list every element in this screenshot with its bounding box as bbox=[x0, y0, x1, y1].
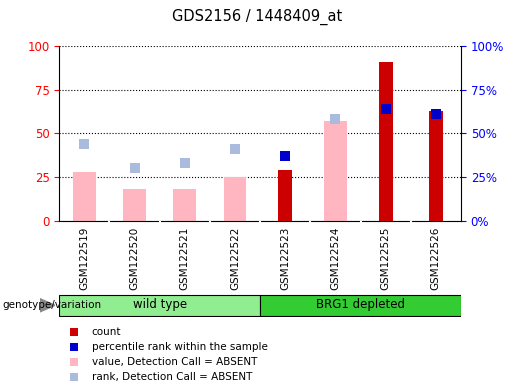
Text: GSM122519: GSM122519 bbox=[79, 227, 89, 290]
Text: rank, Detection Call = ABSENT: rank, Detection Call = ABSENT bbox=[92, 372, 252, 382]
Text: GSM122521: GSM122521 bbox=[180, 227, 190, 290]
Text: GSM122522: GSM122522 bbox=[230, 227, 240, 290]
Text: percentile rank within the sample: percentile rank within the sample bbox=[92, 342, 267, 352]
Bar bbox=[324, 121, 347, 221]
Bar bbox=[123, 189, 146, 221]
Text: genotype/variation: genotype/variation bbox=[3, 300, 101, 310]
Bar bbox=[174, 189, 196, 221]
Text: wild type: wild type bbox=[132, 298, 187, 311]
Bar bbox=[278, 170, 292, 221]
Bar bbox=[73, 172, 96, 221]
Text: count: count bbox=[92, 327, 121, 337]
Polygon shape bbox=[40, 299, 55, 312]
Bar bbox=[429, 111, 443, 221]
Bar bbox=[379, 62, 392, 221]
Text: value, Detection Call = ABSENT: value, Detection Call = ABSENT bbox=[92, 357, 257, 367]
Text: GDS2156 / 1448409_at: GDS2156 / 1448409_at bbox=[173, 9, 342, 25]
Text: GSM122526: GSM122526 bbox=[431, 227, 441, 290]
Text: GSM122520: GSM122520 bbox=[130, 227, 140, 290]
Bar bbox=[260, 295, 461, 316]
Text: BRG1 depleted: BRG1 depleted bbox=[316, 298, 405, 311]
Bar bbox=[224, 177, 246, 221]
Text: GSM122524: GSM122524 bbox=[331, 227, 340, 290]
Text: GSM122523: GSM122523 bbox=[280, 227, 290, 290]
Bar bbox=[59, 295, 260, 316]
Text: GSM122525: GSM122525 bbox=[381, 227, 390, 290]
